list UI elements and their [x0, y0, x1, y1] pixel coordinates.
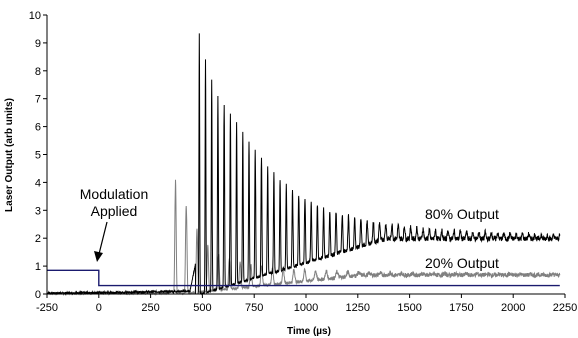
x-tick-label: 2000 [501, 302, 525, 314]
x-tick-label: 750 [245, 302, 263, 314]
y-tick-label: 5 [35, 150, 41, 162]
y-tick-label: 10 [29, 10, 41, 22]
x-tick-label: 2250 [553, 302, 577, 314]
y-tick-label: 1 [35, 261, 41, 273]
annotation-modulation-line1: Modulation [80, 186, 149, 202]
x-tick-label: 1500 [397, 302, 421, 314]
y-tick-label: 7 [35, 94, 41, 106]
x-tick-label: 500 [193, 302, 211, 314]
x-tick-label: 250 [141, 302, 159, 314]
y-tick-label: 2 [35, 233, 41, 245]
x-tick-label: 1250 [346, 302, 370, 314]
y-tick-label: 3 [35, 205, 41, 217]
annotation-80-output: 80% Output [425, 206, 499, 222]
y-axis-title: Laser Output (arb units) [4, 98, 15, 212]
y-tick-label: 9 [35, 38, 41, 50]
annotation-modulation-line2: Applied [91, 203, 138, 219]
series-modulation-line [47, 269, 560, 287]
x-tick-label: -250 [36, 302, 58, 314]
series-80-output-line [46, 33, 561, 296]
x-tick-label: 1000 [294, 302, 318, 314]
x-axis-title: Time (µs) [287, 326, 331, 337]
y-tick-label: 6 [35, 122, 41, 134]
y-tick-label: 0 [35, 289, 41, 301]
y-tick-label: 4 [35, 177, 41, 189]
x-tick-label: 1750 [449, 302, 473, 314]
x-tick-label: 0 [96, 302, 102, 314]
annotation-20-output: 20% Output [425, 255, 499, 271]
annotation-arrow [94, 221, 108, 262]
y-tick-label: 8 [35, 66, 41, 78]
